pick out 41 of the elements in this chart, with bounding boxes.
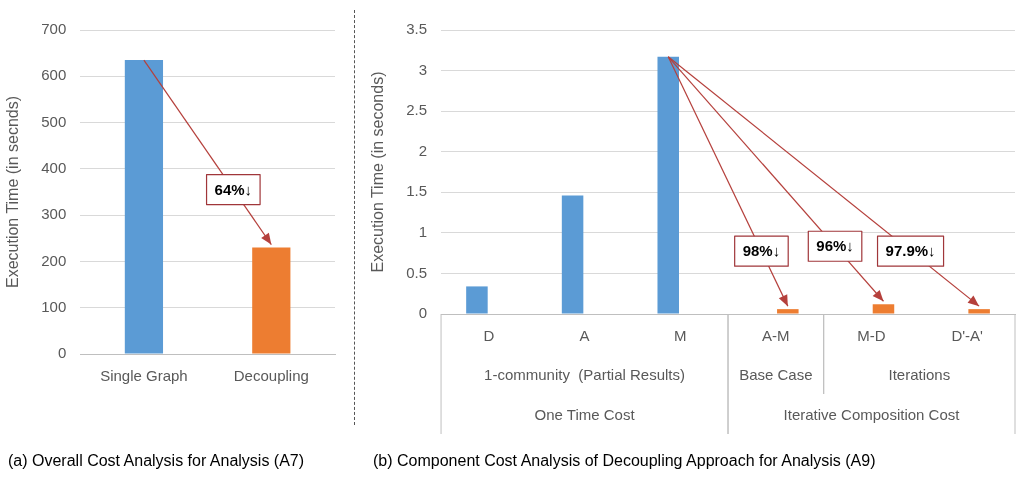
- bar: [657, 56, 679, 314]
- annotation: 64%↓: [214, 180, 253, 198]
- text: (b) Component Cost Analysis of Decoupling Approach for Analysis (A9): [372, 452, 876, 470]
- y-tick-label: 200: [41, 251, 67, 269]
- x-tick-label: Single Graph: [100, 367, 188, 385]
- bar: [466, 286, 488, 314]
- y-tick-label: 0: [418, 304, 428, 322]
- x-tick-label: Decoupling: [233, 367, 309, 385]
- x-tick-label: A: [579, 327, 590, 345]
- text: 1-community (Partial Results): [484, 366, 685, 384]
- y-tick-label: 400: [41, 159, 67, 176]
- y-tick-label: 2.5: [406, 101, 428, 119]
- bar: [561, 195, 584, 314]
- y-tick-label: 2: [418, 141, 428, 159]
- x-tick-label: M-D: [857, 327, 886, 345]
- y-tick-label: 3: [418, 60, 428, 78]
- y-tick-label: 0: [57, 344, 67, 362]
- y-tick-label: 600: [41, 66, 67, 84]
- y-tick-label: 1.5: [406, 182, 428, 200]
- annotation: 96%↓: [816, 237, 854, 255]
- annotation: 98%↓: [742, 242, 781, 260]
- y-tick-label: 500: [41, 112, 67, 130]
- y-tick-label: 0.5: [406, 263, 428, 281]
- text: Iterative Composition Cost: [783, 406, 961, 424]
- y-axis-title: Execution Time (in seconds): [369, 71, 387, 273]
- y-tick-label: 1: [418, 223, 428, 240]
- y-axis-title: Execution Time (in secnds): [4, 95, 22, 289]
- bar: [777, 309, 799, 314]
- text: One Time Cost: [534, 406, 636, 424]
- annotation: 97.9%↓: [885, 242, 936, 260]
- y-tick-label: 700: [41, 20, 67, 38]
- x-tick-label: D'-A': [951, 327, 984, 345]
- y-tick-label: 3.5: [406, 20, 428, 38]
- x-tick-label: D: [483, 327, 495, 345]
- text: Iterations: [888, 366, 951, 384]
- y-tick-label: 300: [41, 205, 67, 223]
- x-tick-label: A-M: [762, 327, 790, 345]
- y-tick-label: 100: [41, 297, 67, 315]
- text: Base Case: [739, 366, 813, 384]
- text: (a) Overall Cost Analysis for Analysis (A7): [7, 452, 305, 470]
- x-tick-label: M: [673, 327, 687, 345]
